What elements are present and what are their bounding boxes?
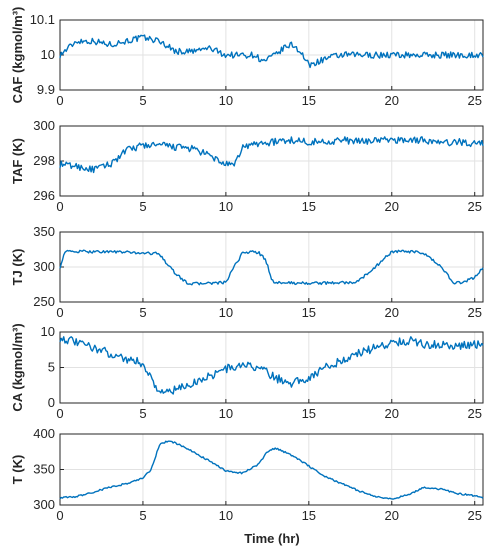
y-tick-label: 10 xyxy=(41,324,55,339)
y-axis-label: TJ (K) xyxy=(10,249,25,286)
subplot-4: 0 5 10 15 20 25 0 5 10 CA (kgmol/m³) xyxy=(10,323,484,421)
x-tick-label: 0 xyxy=(56,199,63,214)
x-tick-label: 25 xyxy=(467,305,481,320)
y-tick-label: 0 xyxy=(48,395,55,410)
x-tick-label: 25 xyxy=(467,406,481,421)
axes-border xyxy=(59,433,484,506)
x-tick-label: 20 xyxy=(385,406,399,421)
y-axis-label: CAF (kgmol/m³) xyxy=(10,7,25,104)
y-tick-label: 10.1 xyxy=(30,12,55,27)
data-series-line xyxy=(59,440,484,500)
subplot-1: 0 5 10 15 20 25 9.9 10 10.1 CAF (kgmol/m³) xyxy=(10,7,484,108)
y-tick-label: 10 xyxy=(41,47,55,62)
y-axis-label: TAF (K) xyxy=(10,138,25,184)
y-tick-label: 9.9 xyxy=(37,82,55,97)
x-tick-label: 20 xyxy=(385,508,399,523)
x-tick-label: 10 xyxy=(219,406,233,421)
x-tick-label: 20 xyxy=(385,93,399,108)
y-tick-label: 5 xyxy=(48,360,55,375)
axes-border xyxy=(59,331,484,404)
x-tick-label: 5 xyxy=(139,305,146,320)
x-tick-label: 15 xyxy=(302,406,316,421)
subplot-2: 0 5 10 15 20 25 296 298 300 TAF (K) xyxy=(10,118,484,214)
x-tick-label: 15 xyxy=(302,508,316,523)
x-tick-label: 15 xyxy=(302,199,316,214)
y-tick-label: 300 xyxy=(33,259,55,274)
data-series-line xyxy=(59,136,484,174)
x-tick-label: 0 xyxy=(56,93,63,108)
x-axis-label: Time (hr) xyxy=(244,531,299,546)
y-tick-label: 300 xyxy=(33,118,55,133)
y-tick-label: 296 xyxy=(33,188,55,203)
y-tick-label: 300 xyxy=(33,497,55,512)
x-tick-label: 0 xyxy=(56,406,63,421)
axes-border xyxy=(59,125,484,197)
x-tick-label: 5 xyxy=(139,199,146,214)
x-tick-label: 5 xyxy=(139,93,146,108)
y-tick-label: 350 xyxy=(33,462,55,477)
x-tick-label: 15 xyxy=(302,93,316,108)
data-series-line xyxy=(59,336,484,395)
y-tick-label: 400 xyxy=(33,426,55,441)
x-tick-label: 0 xyxy=(56,305,63,320)
subplot-5: 0 5 10 15 20 25 300 350 400 T (K) xyxy=(10,426,484,523)
x-tick-label: 5 xyxy=(139,406,146,421)
subplot-stack: 0 5 10 15 20 25 9.9 10 10.1 CAF (kgmol/m³) 0 5 10 15 2… xyxy=(10,7,484,523)
x-tick-label: 20 xyxy=(385,199,399,214)
y-tick-label: 298 xyxy=(33,153,55,168)
x-tick-label: 10 xyxy=(219,305,233,320)
x-tick-label: 10 xyxy=(219,199,233,214)
data-series-line xyxy=(59,34,484,69)
y-axis-label: T (K) xyxy=(10,455,25,485)
x-tick-label: 10 xyxy=(219,93,233,108)
x-tick-label: 25 xyxy=(467,508,481,523)
x-tick-label: 5 xyxy=(139,508,146,523)
y-tick-label: 250 xyxy=(33,294,55,309)
x-tick-label: 15 xyxy=(302,305,316,320)
x-tick-label: 20 xyxy=(385,305,399,320)
x-tick-label: 0 xyxy=(56,508,63,523)
y-axis-label: CA (kgmol/m³) xyxy=(10,323,25,411)
subplot-3: 0 5 10 15 20 25 250 300 350 TJ (K) xyxy=(10,224,484,320)
x-tick-label: 10 xyxy=(219,508,233,523)
data-series-line xyxy=(59,249,484,286)
x-tick-label: 25 xyxy=(467,93,481,108)
y-tick-label: 350 xyxy=(33,224,55,239)
x-tick-label: 25 xyxy=(467,199,481,214)
